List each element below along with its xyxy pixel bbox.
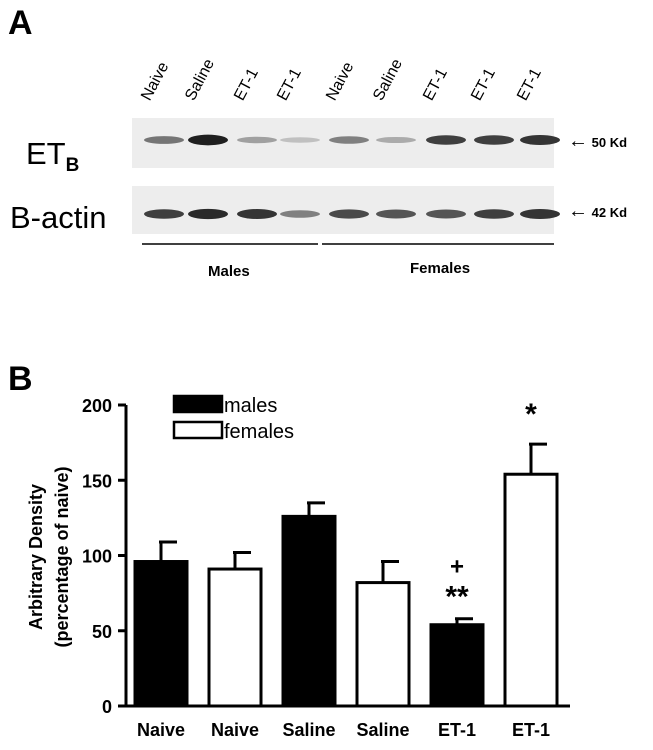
- blot-band: [520, 135, 560, 145]
- x-tick-label: ET-1: [512, 720, 550, 740]
- females-group-label: Females: [410, 260, 471, 277]
- blot-band: [188, 208, 228, 220]
- legend-swatch: [172, 394, 224, 414]
- legend: males females: [172, 394, 294, 443]
- blot-band: [474, 209, 514, 219]
- legend-label: females: [224, 421, 294, 443]
- y-axis-label-line2: (percentage of naive): [52, 466, 72, 647]
- panel-a-letter: A: [8, 4, 33, 42]
- x-tick-label: Naive: [211, 720, 259, 740]
- y-tick-label: 0: [102, 697, 112, 717]
- bar-chart: Arbitrary Density (percentage of naive) …: [26, 394, 570, 740]
- blot-band: [520, 209, 560, 219]
- legend-label: males: [224, 395, 277, 417]
- bactin-marker-text: 42 Kd: [591, 205, 628, 220]
- y-tick-label: 200: [82, 396, 112, 416]
- bactin-marker: ← 42 Kd: [568, 200, 627, 223]
- y-tick-label: 50: [92, 622, 112, 642]
- blot-band: [329, 136, 369, 144]
- bactin-row-label: B-actin: [10, 200, 107, 235]
- blot-band: [329, 209, 369, 219]
- blot-band: [280, 137, 320, 143]
- blot-band: [376, 136, 416, 144]
- blot-band: [237, 136, 277, 144]
- significance-annotation: **: [445, 581, 469, 614]
- bactin-marker-arrow: ←: [568, 200, 588, 222]
- significance-annotation: *: [525, 398, 537, 431]
- axes: 0 50 100 150 200: [82, 396, 570, 717]
- etb-row-label: ETB: [26, 136, 79, 177]
- blot-band: [474, 135, 514, 145]
- bar: [503, 472, 559, 708]
- bar: [281, 514, 337, 708]
- blot-band: [426, 135, 466, 145]
- y-tick-label: 150: [82, 471, 112, 491]
- blot-band: [188, 134, 228, 146]
- legend-swatch: [172, 420, 224, 440]
- blot-band: [280, 210, 320, 218]
- y-axis-label-line1: Arbitrary Density: [26, 484, 46, 630]
- blot-band: [376, 209, 416, 219]
- blot-band: [237, 209, 277, 219]
- etb-label-sub: B: [65, 155, 80, 177]
- x-tick-label: ET-1: [438, 720, 476, 740]
- x-tick-label: Naive: [137, 720, 185, 740]
- bar: [133, 560, 189, 708]
- x-tick-label: Saline: [282, 720, 335, 740]
- y-tick-label: 100: [82, 547, 112, 567]
- western-blot: [132, 118, 560, 245]
- bar: [207, 567, 263, 708]
- males-group-label: Males: [208, 263, 250, 280]
- blot-band: [144, 136, 184, 144]
- blot-band: [426, 209, 466, 219]
- etb-marker: ← 50 Kd: [568, 130, 627, 153]
- etb-label-main: ET: [26, 136, 66, 171]
- x-tick-label: Saline: [356, 720, 409, 740]
- panel-b-letter: B: [8, 360, 33, 398]
- bars: Naive Naive Saline Saline ET-1 ET-1 **+ *: [133, 398, 559, 740]
- bar: [355, 581, 411, 708]
- bar: [429, 623, 485, 708]
- etb-marker-arrow: ←: [568, 130, 588, 152]
- etb-marker-text: 50 Kd: [591, 135, 628, 150]
- y-axis-label: Arbitrary Density (percentage of naive): [26, 466, 72, 647]
- significance-annotation: +: [450, 554, 464, 581]
- blot-band: [144, 209, 184, 219]
